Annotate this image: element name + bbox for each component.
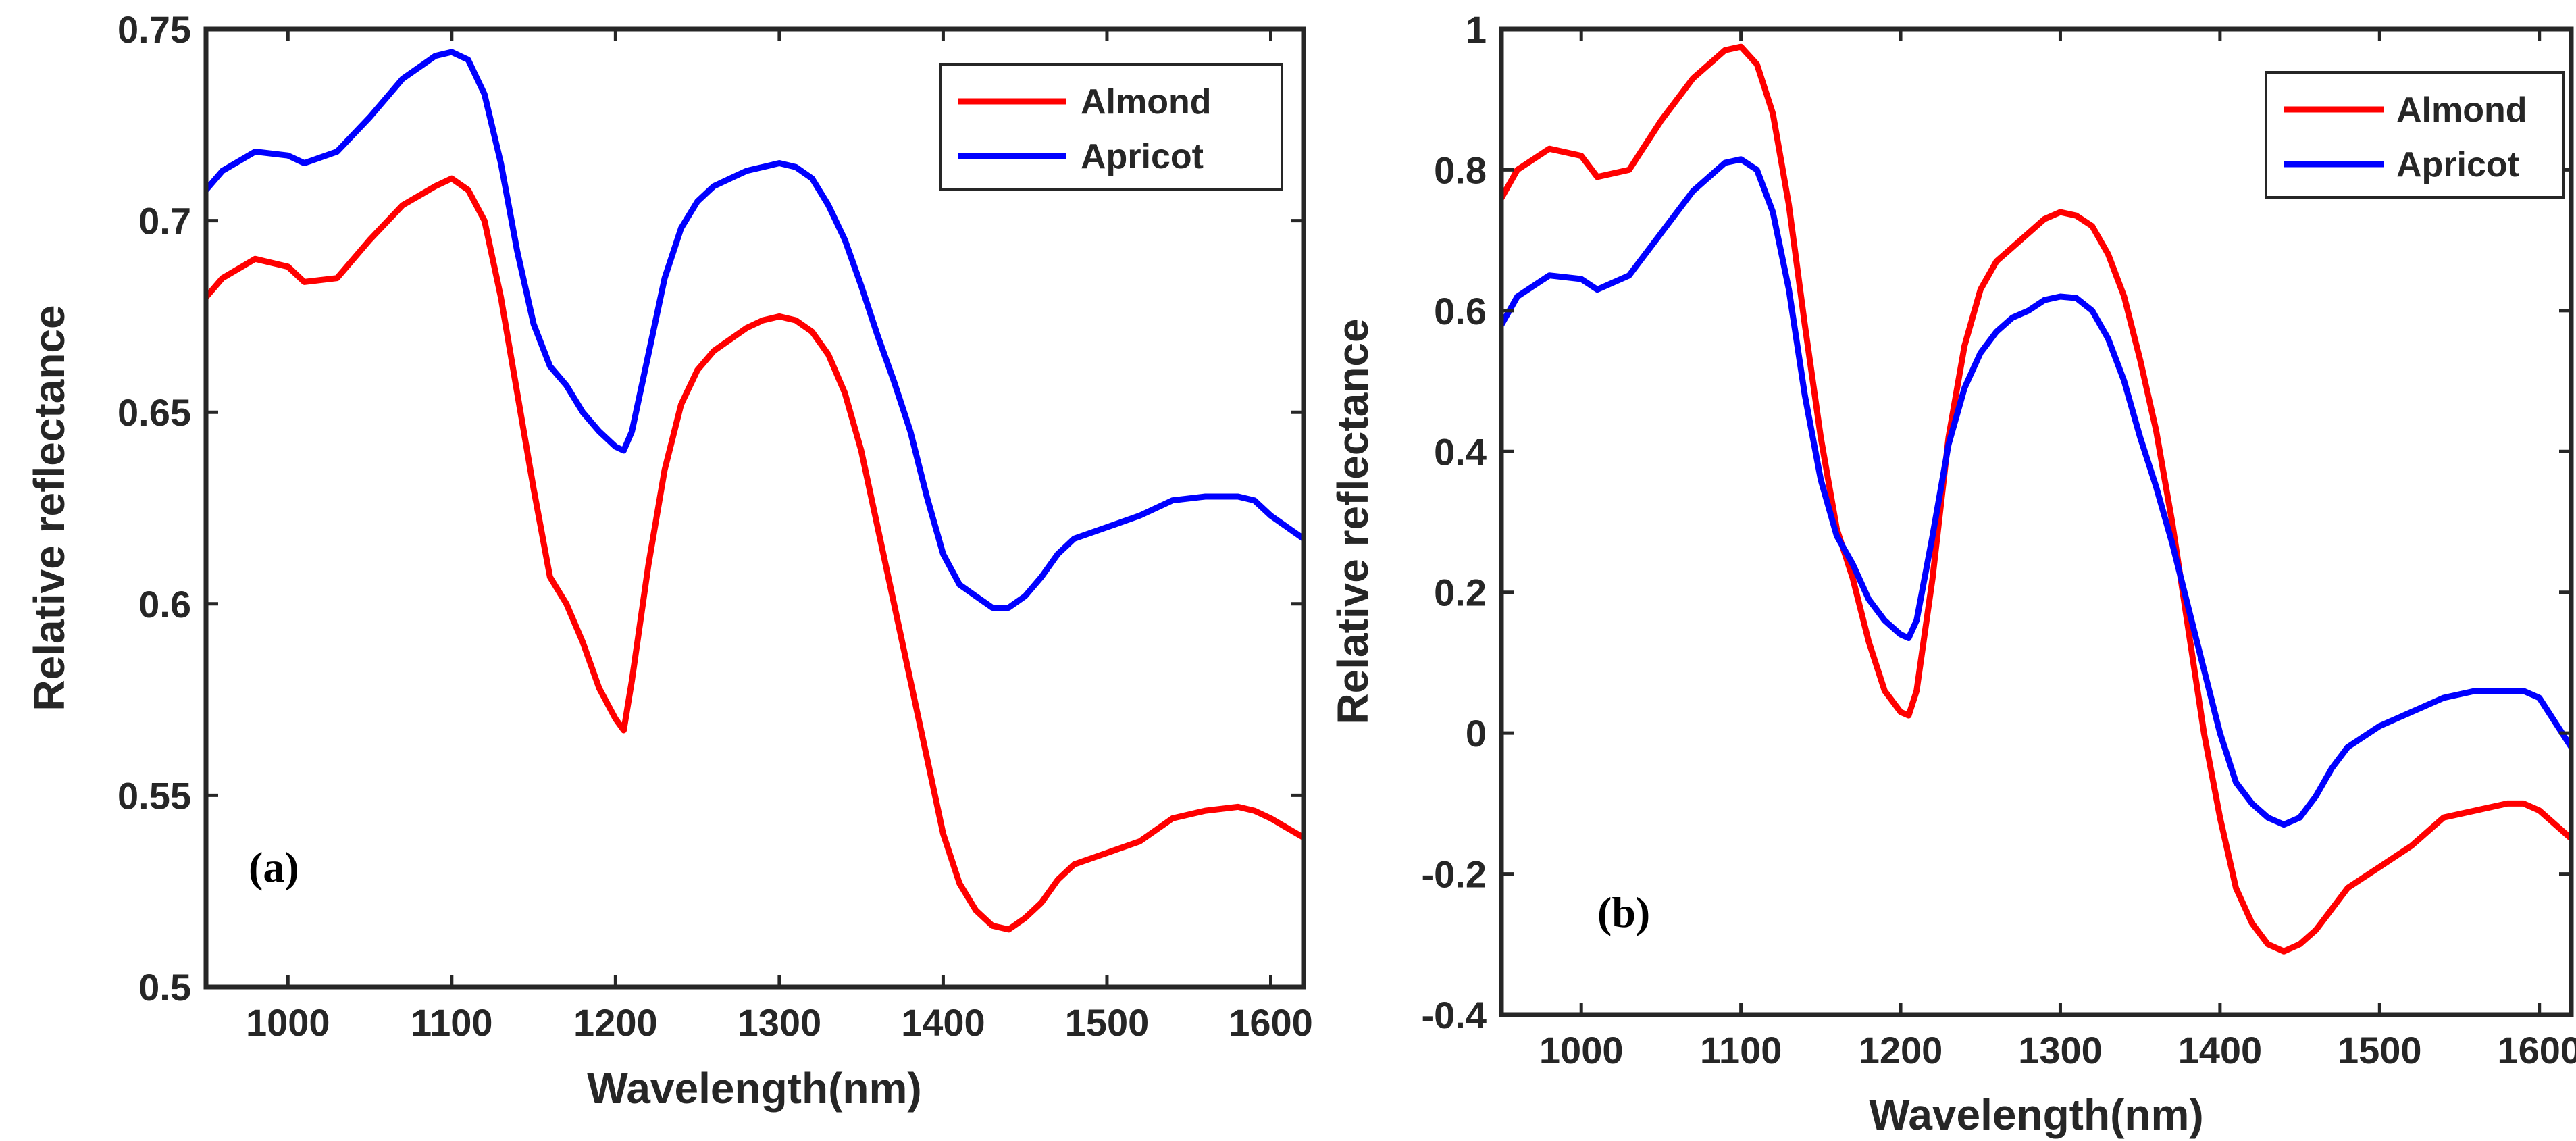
chart-a-ticks: 1000 1100 1200 1300 1400 1500 1600 0.5 0.55 0.6 0.… bbox=[118, 8, 1313, 1044]
chart-b-ticks: 1000 1100 1200 1300 1400 1500 1600 -0.4 -0.2 0 0.2… bbox=[1422, 8, 2576, 1071]
chart-b-x-tick-label: 1200 bbox=[1859, 1029, 1943, 1071]
chart-b-y-tick-label: 1 bbox=[1466, 8, 1487, 51]
chart-b-legend-box bbox=[2265, 71, 2565, 199]
chart-b-x-tick-label: 1500 bbox=[2338, 1029, 2422, 1071]
chart-a-series bbox=[206, 49, 1304, 933]
chart-a-x-tick-label: 1000 bbox=[246, 1001, 330, 1044]
chart-b: 1000 1100 1200 1300 1400 1500 1600 -0.4 -0.2 0 0.2… bbox=[1329, 8, 2576, 1139]
chart-b-y-tick-label: 0.2 bbox=[1434, 572, 1487, 614]
chart-a-x-tick-label: 1200 bbox=[573, 1001, 658, 1044]
chart-a-legend-box bbox=[939, 63, 1283, 191]
chart-a-y-axis-label: Relative reflectance bbox=[25, 305, 74, 711]
chart-a-x-tick-label: 1300 bbox=[738, 1001, 822, 1044]
chart-a-series-line-almond bbox=[206, 175, 1304, 933]
chart-b-y-tick-label: 0.6 bbox=[1434, 290, 1487, 332]
chart-b-y-axis-label: Relative reflectance bbox=[1329, 318, 1377, 724]
chart-b-panel-label: (b) bbox=[1597, 888, 1650, 936]
chart-a-legend-label-apricot: Apricot bbox=[1081, 137, 1204, 176]
chart-b-legend: Almond Apricot bbox=[2265, 71, 2565, 199]
chart-b-series-line-almond bbox=[1501, 43, 2571, 955]
chart-a-x-tick-label: 1600 bbox=[1229, 1001, 1313, 1044]
chart-a-y-tick-label: 0.55 bbox=[118, 774, 191, 817]
chart-a-y-tick-label: 0.5 bbox=[138, 966, 191, 1009]
chart-b-legend-label-almond: Almond bbox=[2396, 91, 2527, 130]
chart-b-x-tick-label: 1100 bbox=[1700, 1029, 1782, 1071]
chart-b-legend-label-apricot: Apricot bbox=[2396, 145, 2519, 184]
chart-b-y-tick-label: -0.2 bbox=[1422, 853, 1487, 896]
chart-b-series-line-apricot bbox=[1501, 156, 2571, 828]
chart-a-legend-label-almond: Almond bbox=[1081, 82, 1212, 122]
chart-a-plot-frame bbox=[203, 26, 1306, 990]
chart-b-y-tick-label: 0.8 bbox=[1434, 149, 1487, 191]
chart-b-x-tick-label: 1300 bbox=[2018, 1029, 2103, 1071]
chart-b-x-axis-label: Wavelength(nm) bbox=[1869, 1090, 2203, 1139]
chart-a-y-tick-label: 0.6 bbox=[138, 583, 191, 626]
chart-a-x-tick-label: 1100 bbox=[411, 1001, 493, 1044]
chart-b-y-tick-label: -0.4 bbox=[1422, 994, 1487, 1036]
chart-a-y-tick-label: 0.65 bbox=[118, 391, 191, 434]
chart-a-y-tick-label: 0.75 bbox=[118, 8, 191, 51]
chart-b-x-tick-label: 1600 bbox=[2497, 1029, 2576, 1071]
chart-a-panel-label: (a) bbox=[249, 843, 299, 891]
chart-b-y-tick-label: 0.4 bbox=[1434, 430, 1487, 473]
chart-a-x-tick-label: 1400 bbox=[901, 1001, 985, 1044]
chart-b-y-tick-label: 0 bbox=[1466, 712, 1487, 755]
chart-b-x-tick-label: 1000 bbox=[1539, 1029, 1624, 1071]
chart-a-legend: Almond Apricot bbox=[939, 63, 1283, 191]
chart-a-x-tick-label: 1500 bbox=[1065, 1001, 1150, 1044]
chart-b-series bbox=[1501, 43, 2571, 955]
chart-b-plot-frame bbox=[1499, 26, 2574, 1017]
chart-a-y-tick-label: 0.7 bbox=[138, 200, 191, 243]
chart-a-x-axis-label: Wavelength(nm) bbox=[587, 1064, 921, 1113]
chart-a-series-line-apricot bbox=[206, 49, 1304, 611]
chart-b-x-tick-label: 1400 bbox=[2178, 1029, 2263, 1071]
